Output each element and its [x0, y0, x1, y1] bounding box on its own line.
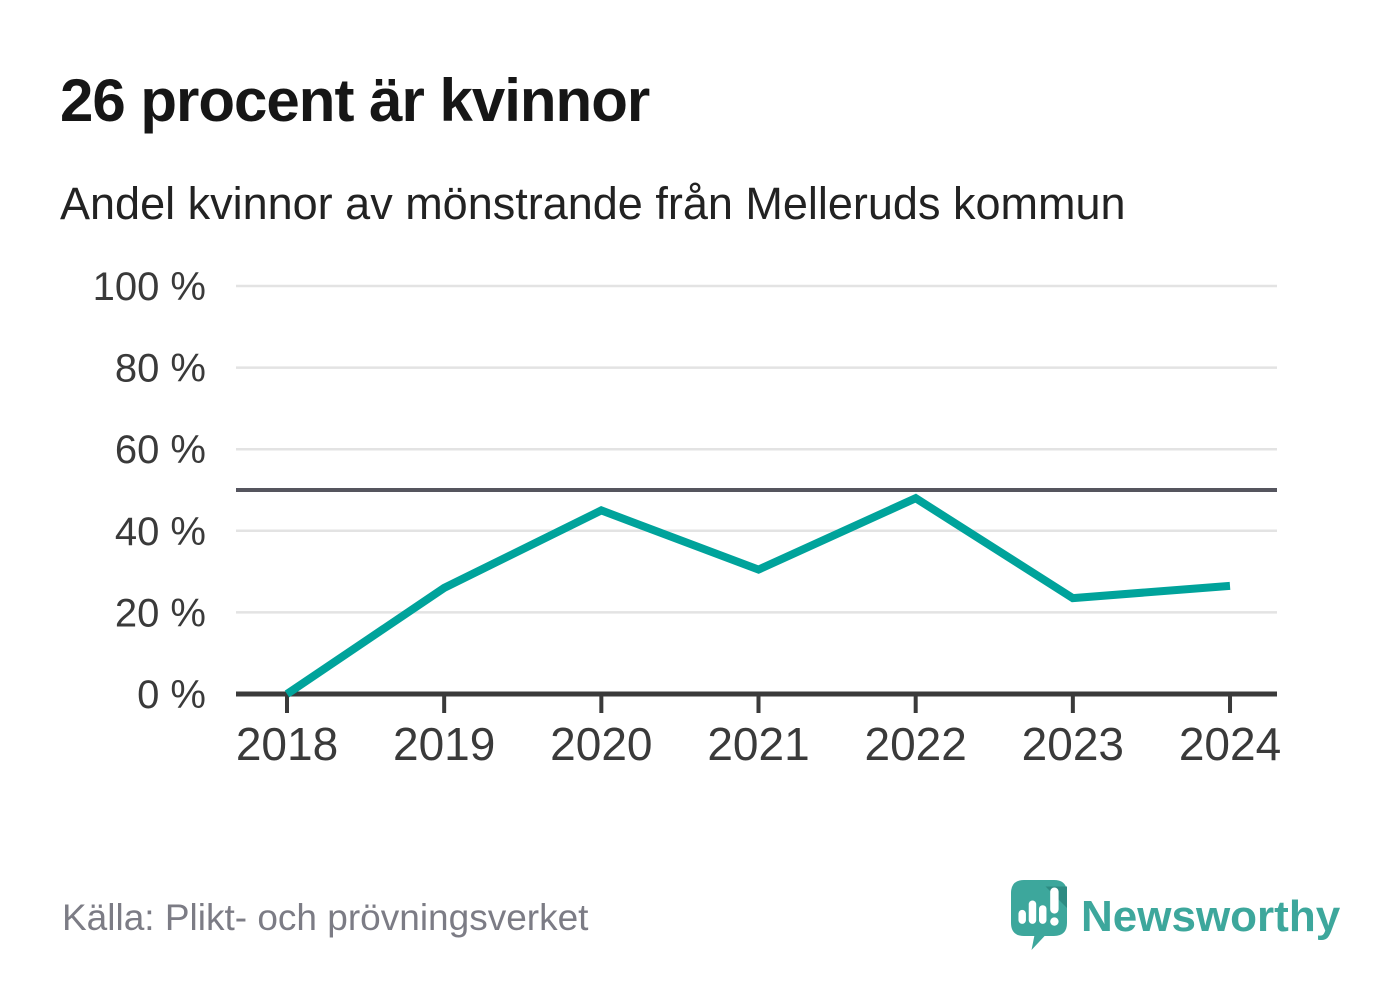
- x-axis-label-2022: 2022: [865, 718, 967, 770]
- x-axis-label-2020: 2020: [550, 718, 652, 770]
- y-axis-label-60: 60 %: [115, 428, 206, 472]
- y-axis-label-80: 80 %: [115, 347, 206, 391]
- x-axis-label-2019: 2019: [393, 718, 495, 770]
- x-axis-label-2018: 2018: [236, 718, 338, 770]
- newsworthy-wordmark: Newsworthy: [1081, 892, 1341, 941]
- x-axis-label-2023: 2023: [1022, 718, 1124, 770]
- chart-title: 26 procent är kvinnor: [60, 67, 650, 134]
- y-axis-label-0: 0 %: [137, 673, 206, 717]
- newsworthy-logo-icon: [1011, 880, 1067, 950]
- y-axis-label-100: 100 %: [93, 265, 206, 309]
- x-axis-label-2024: 2024: [1179, 718, 1281, 770]
- source-note: Källa: Plikt- och prövningsverket: [62, 897, 589, 938]
- chart-subtitle: Andel kvinnor av mönstrande från Melleru…: [60, 178, 1126, 229]
- newsworthy-logo: Newsworthy: [1011, 880, 1340, 950]
- y-axis-label-20: 20 %: [115, 591, 206, 635]
- data-line: [284, 493, 1231, 698]
- x-axis-label-2021: 2021: [707, 718, 809, 770]
- y-axis-label-40: 40 %: [115, 510, 206, 554]
